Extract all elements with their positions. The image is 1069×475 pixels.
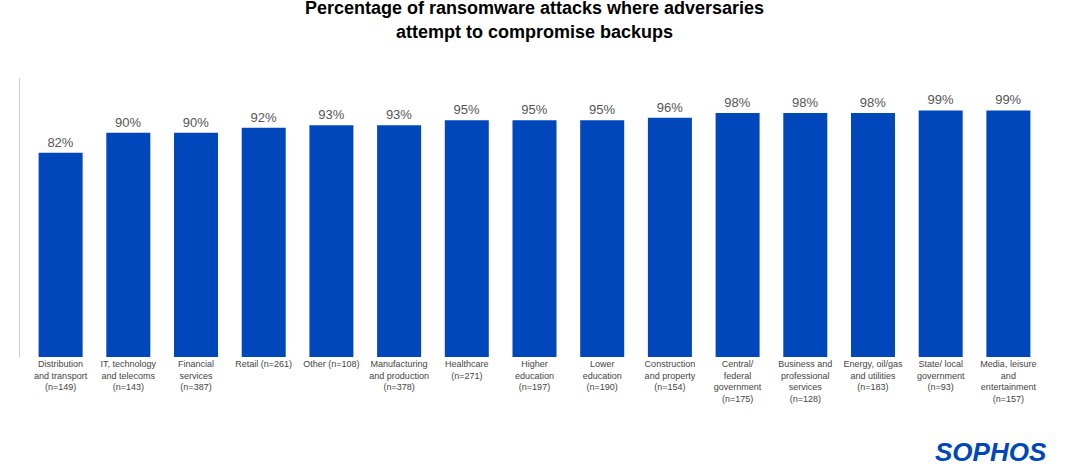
svg-text:Business andprofessionalservic: Business andprofessionalservices(n=128) [778,359,832,404]
svg-text:99%: 99% [927,92,953,107]
svg-text:96%: 96% [657,100,683,115]
svg-text:95%: 95% [589,102,615,117]
svg-text:Healthcare(n=271): Healthcare(n=271) [445,359,489,381]
svg-text:95%: 95% [521,102,547,117]
svg-text:Retail (n=261): Retail (n=261) [235,359,292,369]
svg-text:Manufacturingand production(n=: Manufacturingand production(n=378) [369,359,429,392]
svg-text:IT, technologyand telecoms(n=1: IT, technologyand telecoms(n=143) [101,359,157,392]
svg-text:99%: 99% [995,92,1021,107]
svg-text:Lowereducation(n=190): Lowereducation(n=190) [583,359,622,392]
svg-text:90%: 90% [115,115,141,130]
svg-text:Energy, oil/gasand utilities(n: Energy, oil/gasand utilities(n=183) [844,359,903,392]
svg-text:98%: 98% [792,95,818,110]
svg-text:State/ localgovernment(n=93): State/ localgovernment(n=93) [917,359,965,392]
svg-text:98%: 98% [724,95,750,110]
svg-text:98%: 98% [860,95,886,110]
svg-text:Media, leisureandentertainment: Media, leisureandentertainment(n=157) [980,359,1036,404]
svg-text:Financialservices(n=387): Financialservices(n=387) [178,359,214,392]
svg-text:93%: 93% [386,107,412,122]
svg-text:93%: 93% [318,107,344,122]
svg-text:90%: 90% [183,115,209,130]
svg-text:Highereducation(n=197): Highereducation(n=197) [515,359,554,392]
svg-text:Central/federalgovernment(n=17: Central/federalgovernment(n=175) [714,359,762,404]
svg-text:82%: 82% [47,135,73,150]
svg-text:Percentage of ransomware attac: Percentage of ransomware attacks where a… [305,0,764,42]
svg-text:SOPHOS: SOPHOS [935,437,1047,467]
svg-text:Constructionand property(n=154: Constructionand property(n=154) [645,359,696,392]
svg-text:Other (n=108): Other (n=108) [303,359,359,369]
svg-text:Distributionand transport(n=14: Distributionand transport(n=149) [34,359,88,392]
svg-text:95%: 95% [454,102,480,117]
svg-text:92%: 92% [250,110,276,125]
